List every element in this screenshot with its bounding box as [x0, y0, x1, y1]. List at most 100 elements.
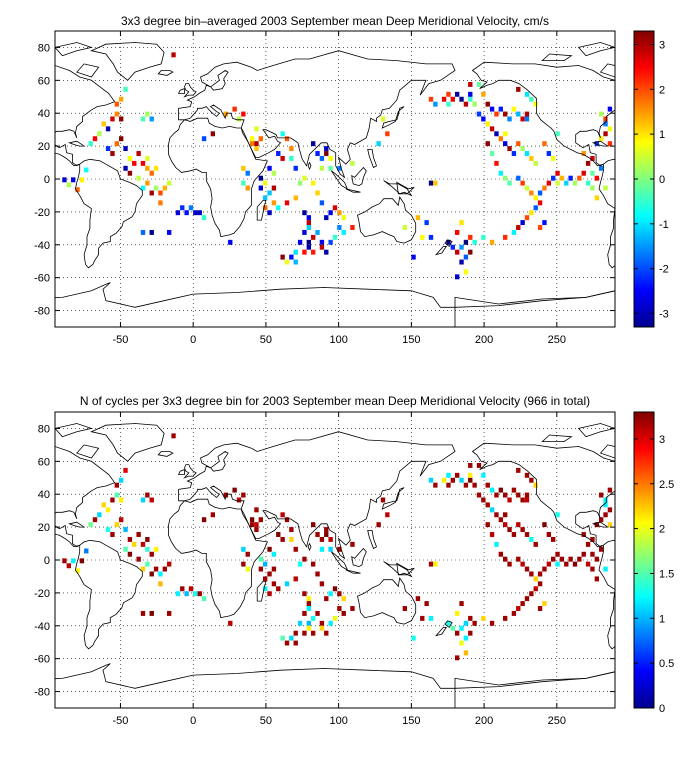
y-tick-label: 40: [38, 108, 50, 120]
data-cell: [511, 610, 517, 616]
y-tick-label: -60: [34, 273, 50, 285]
data-cell: [319, 244, 325, 250]
data-cell: [599, 165, 604, 171]
colorbar-tick-label: 1: [659, 613, 665, 625]
data-cell: [149, 571, 154, 577]
data-cell: [485, 141, 490, 147]
data-cell: [494, 541, 499, 547]
data-cell: [140, 116, 146, 122]
data-cell: [485, 502, 490, 508]
coastline: [55, 42, 93, 57]
data-cell: [463, 650, 469, 656]
data-cell: [520, 116, 525, 122]
x-tick-label: 250: [548, 715, 566, 727]
x-tick-label: 100: [329, 715, 347, 727]
data-cell: [332, 234, 338, 240]
data-cell: [97, 512, 102, 518]
data-cell: [420, 615, 425, 621]
y-tick-label: 20: [38, 141, 50, 153]
data-cell: [132, 160, 137, 166]
data-cell: [280, 635, 285, 641]
coastline: [351, 547, 367, 568]
data-cell: [494, 512, 499, 518]
data-cell: [289, 635, 294, 641]
data-cell: [232, 106, 237, 112]
data-cell: [603, 502, 608, 508]
data-cell: [568, 556, 573, 562]
data-cell: [524, 151, 530, 156]
data-cell: [145, 165, 150, 171]
data-cell: [201, 517, 207, 523]
data-cell: [311, 561, 316, 567]
data-cell: [319, 536, 325, 542]
data-cell: [306, 239, 311, 245]
data-cell: [498, 487, 503, 493]
data-cell: [245, 185, 250, 191]
data-cell: [468, 234, 473, 240]
data-cell: [267, 210, 272, 216]
data-cell: [533, 195, 538, 201]
cycles-x-ticks: -50 0 50 100 150 200 250: [113, 412, 566, 727]
data-cell: [271, 170, 277, 176]
data-cell: [533, 205, 538, 211]
colorbar-tick-label: 1: [659, 129, 665, 141]
data-cell: [507, 497, 512, 503]
data-cell: [75, 568, 80, 574]
velocity-chart-title: 3x3 degree bin–averaged 2003 September m…: [121, 14, 549, 28]
data-cell: [258, 556, 263, 562]
velocity-colorbar-ticks: -3 -2 -1 0 1 2 3: [634, 39, 669, 321]
colorbar-tick-label: 2: [659, 84, 665, 96]
data-cell: [516, 606, 521, 611]
data-cell: [276, 532, 281, 537]
data-cell: [507, 180, 512, 186]
data-cell: [551, 175, 556, 181]
colorbar-tick-label: 3: [659, 39, 665, 51]
data-cell: [516, 522, 521, 528]
data-cell: [302, 630, 307, 636]
data-cell: [132, 541, 137, 547]
y-tick-label: 60: [38, 75, 50, 87]
y-tick-label: 60: [38, 456, 50, 468]
data-cell: [524, 497, 530, 503]
data-cell: [516, 467, 521, 473]
data-cell: [88, 522, 93, 528]
data-cell: [468, 462, 473, 468]
data-cell: [603, 185, 608, 191]
data-cell: [380, 116, 386, 122]
data-cell: [503, 522, 508, 528]
data-cell: [267, 165, 272, 171]
data-cell: [468, 96, 473, 102]
data-cell: [468, 91, 473, 97]
coastline: [598, 539, 615, 650]
data-cell: [450, 96, 455, 102]
coastline: [256, 199, 267, 221]
data-cell: [258, 185, 263, 191]
data-cell: [319, 200, 325, 206]
data-cell: [590, 566, 595, 572]
data-cell: [328, 591, 333, 597]
data-cell: [306, 225, 311, 230]
data-cell: [162, 566, 167, 572]
data-cell: [494, 492, 499, 498]
data-cell: [175, 591, 181, 597]
data-cell: [433, 180, 438, 186]
cycles-y-ticks: -80 -60 -40 -20 0 20 40 60 80: [34, 423, 615, 699]
data-cell: [79, 177, 85, 183]
coastline: [591, 521, 609, 528]
data-cell: [507, 527, 512, 533]
data-cell: [590, 170, 595, 176]
velocity-coastlines: [55, 42, 615, 327]
data-cell: [223, 492, 229, 498]
data-cell: [481, 234, 486, 240]
data-cell: [337, 225, 342, 230]
data-cell: [537, 190, 543, 196]
data-cell: [145, 546, 150, 552]
data-cell: [140, 566, 146, 572]
data-cell: [284, 640, 290, 646]
data-cell: [241, 165, 246, 171]
data-cell: [271, 551, 277, 557]
data-cell: [149, 190, 154, 196]
data-cell: [92, 136, 98, 142]
data-cell: [149, 551, 154, 557]
x-tick-label: -50: [113, 334, 129, 346]
